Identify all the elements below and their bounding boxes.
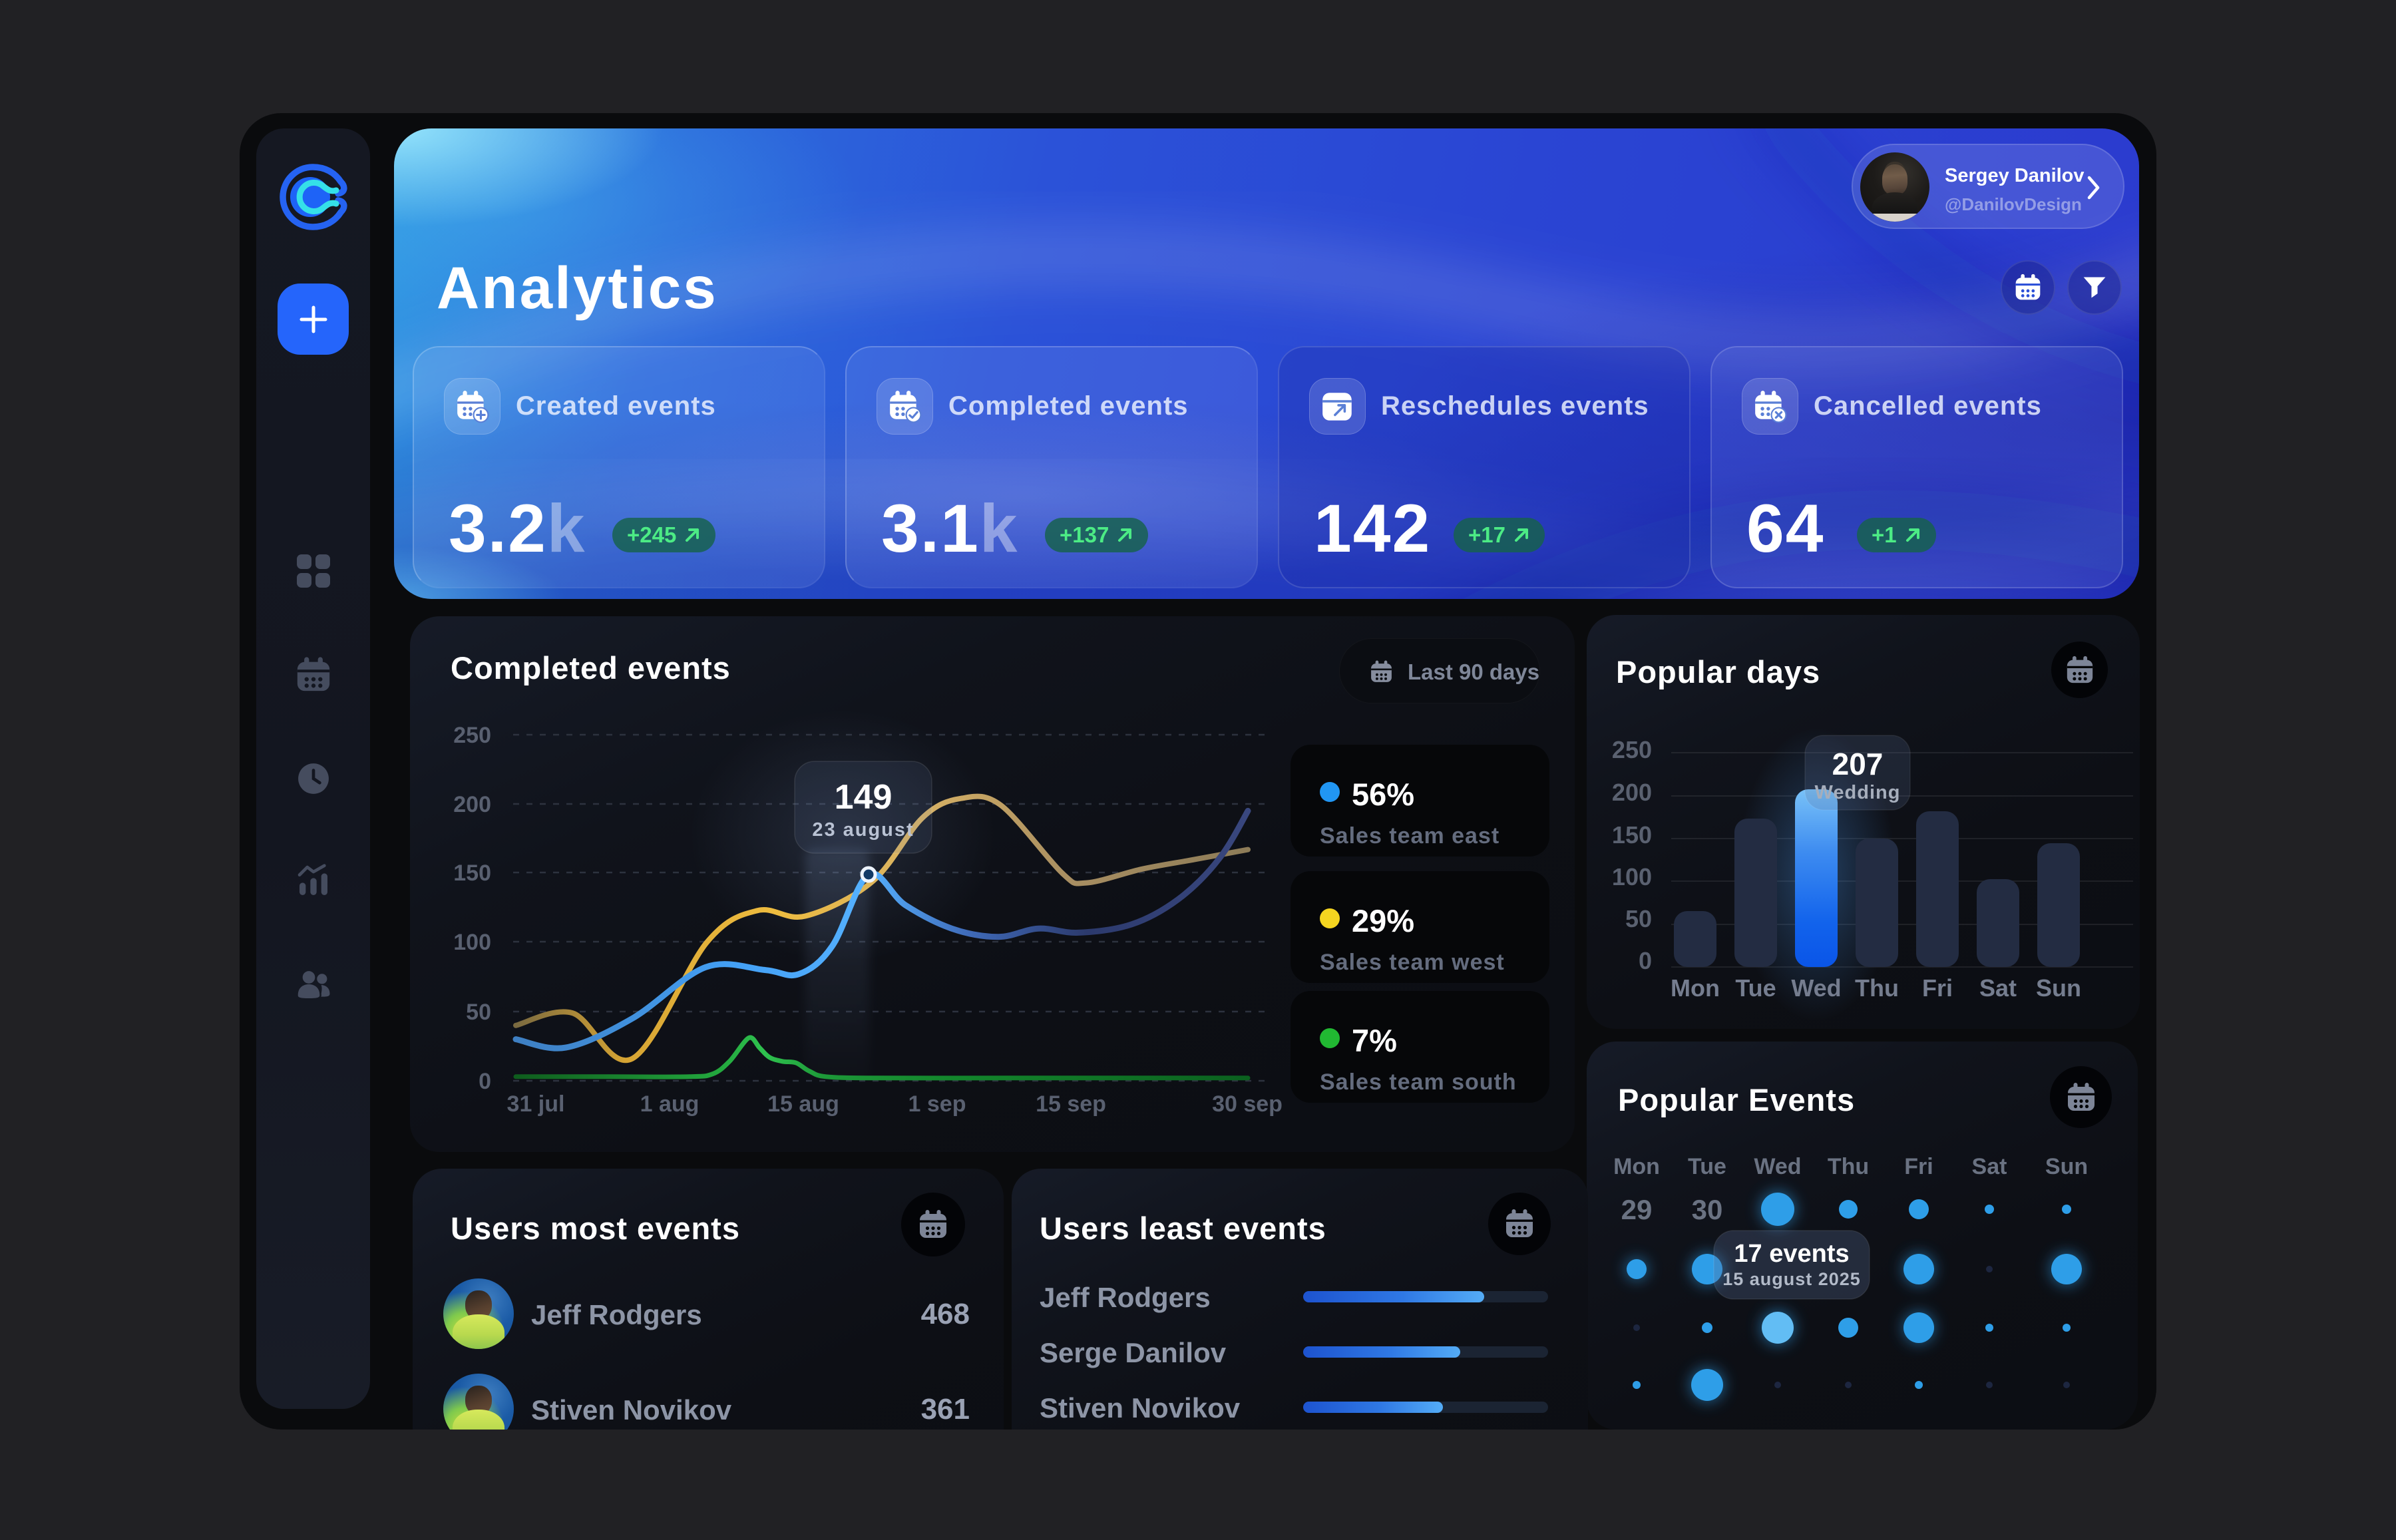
svg-text:100: 100 — [453, 930, 491, 955]
svg-text:Sun: Sun — [2036, 974, 2081, 1002]
svg-text:15 sep: 15 sep — [1036, 1091, 1106, 1117]
svg-text:Thu: Thu — [1828, 1154, 1869, 1179]
svg-text:23 august: 23 august — [812, 819, 914, 841]
svg-text:250: 250 — [1612, 736, 1652, 763]
svg-text:200: 200 — [453, 792, 491, 817]
svg-text:Thu: Thu — [1855, 974, 1899, 1002]
svg-text:50: 50 — [1625, 905, 1652, 932]
svg-text:31 jul: 31 jul — [507, 1091, 565, 1117]
svg-text:15 aug: 15 aug — [767, 1091, 839, 1117]
svg-text:Tue: Tue — [1735, 974, 1776, 1002]
svg-text:Sat: Sat — [1979, 974, 2017, 1002]
svg-text:Wed: Wed — [1791, 974, 1841, 1002]
svg-text:Fri: Fri — [1904, 1154, 1933, 1179]
svg-text:Wed: Wed — [1754, 1154, 1801, 1179]
svg-text:1 sep: 1 sep — [908, 1091, 966, 1117]
svg-text:200: 200 — [1612, 779, 1652, 806]
svg-text:Sun: Sun — [2045, 1154, 2088, 1179]
svg-text:207: 207 — [1832, 747, 1884, 781]
svg-text:150: 150 — [1612, 821, 1652, 849]
svg-text:Tue: Tue — [1688, 1154, 1726, 1179]
svg-text:100: 100 — [1612, 863, 1652, 890]
svg-text:50: 50 — [466, 1000, 491, 1025]
svg-text:0: 0 — [479, 1069, 491, 1094]
svg-text:Fri: Fri — [1922, 974, 1953, 1002]
svg-text:1 aug: 1 aug — [640, 1091, 699, 1117]
svg-text:0: 0 — [1639, 947, 1652, 974]
svg-text:250: 250 — [453, 723, 491, 748]
svg-text:15 august 2025: 15 august 2025 — [1722, 1269, 1861, 1289]
svg-text:Mon: Mon — [1613, 1154, 1660, 1179]
svg-text:17 events: 17 events — [1734, 1240, 1849, 1268]
svg-text:29: 29 — [1621, 1194, 1653, 1225]
svg-text:Mon: Mon — [1671, 974, 1720, 1002]
svg-text:149: 149 — [835, 778, 893, 817]
svg-text:Sat: Sat — [1972, 1154, 2007, 1179]
svg-text:Wedding: Wedding — [1815, 782, 1901, 803]
svg-text:30 sep: 30 sep — [1212, 1091, 1283, 1117]
svg-text:30: 30 — [1692, 1194, 1723, 1225]
svg-text:150: 150 — [453, 861, 491, 886]
